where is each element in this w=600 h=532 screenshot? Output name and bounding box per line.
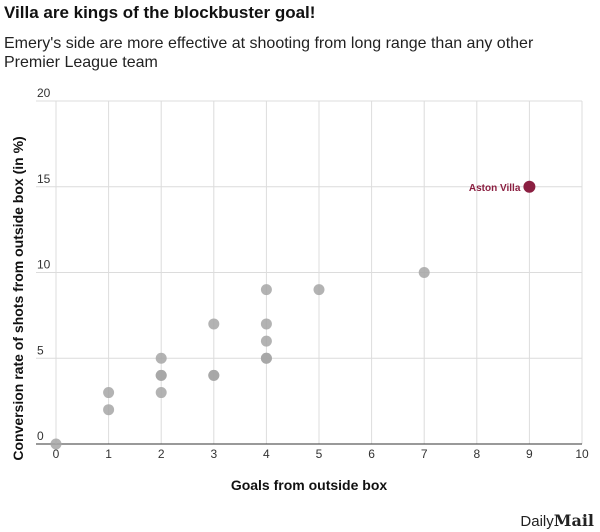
y-tick-label: 10: [37, 258, 51, 272]
y-axis-title: Conversion rate of shots from outside bo…: [10, 136, 26, 460]
x-tick-label: 10: [575, 447, 589, 461]
scatter-point: [260, 335, 272, 347]
highlight-point: [523, 180, 536, 193]
y-tick-label: 15: [37, 172, 51, 186]
scatter-point: [103, 404, 115, 416]
grid-lines: [36, 100, 583, 445]
x-tick-label: 5: [316, 447, 323, 461]
scatter-point: [418, 267, 430, 278]
x-tick-label: 9: [526, 447, 533, 461]
scatter-point: [260, 318, 272, 330]
x-tick-label: 8: [473, 447, 480, 461]
scatter-point: [260, 284, 272, 296]
scatter-point: [208, 369, 220, 381]
y-tick-label: 0: [37, 429, 44, 443]
scatter-point: [155, 352, 167, 364]
y-tick-label: 5: [37, 343, 44, 357]
x-tick-label: 3: [210, 447, 217, 461]
brand-part1: Daily: [520, 513, 554, 530]
scatter-point: [313, 284, 325, 296]
x-tick-label: 6: [368, 447, 375, 461]
y-tick-label: 20: [37, 86, 51, 100]
x-tick-label: 0: [53, 447, 60, 461]
brand-part2: Mail: [553, 511, 594, 530]
scatter-point: [155, 387, 167, 399]
highlight-group: Aston Villa: [469, 180, 536, 194]
x-axis-ticks: 0 1 2 3 4 5 6 7 8 9 10: [53, 447, 589, 461]
chart-title: Villa are kings of the blockbuster goal!: [4, 3, 316, 22]
x-axis-title: Goals from outside box: [231, 477, 388, 493]
x-tick-label: 2: [158, 447, 165, 461]
scatter-point: [208, 318, 220, 330]
scatter-point: [155, 369, 167, 381]
x-tick-label: 4: [263, 447, 270, 461]
x-tick-label: 1: [105, 447, 112, 461]
highlight-label: Aston Villa: [469, 183, 521, 194]
scatter-point: [103, 387, 115, 399]
chart-subtitle: Emery's side are more effective at shoot…: [4, 35, 534, 71]
brand-logo: DailyMail: [520, 511, 594, 530]
scatter-point: [260, 352, 272, 364]
data-points: [50, 267, 430, 450]
scatter-point: [50, 438, 62, 450]
x-tick-label: 7: [421, 447, 428, 461]
y-axis-ticks: 0 5 10 15 20: [37, 86, 51, 443]
